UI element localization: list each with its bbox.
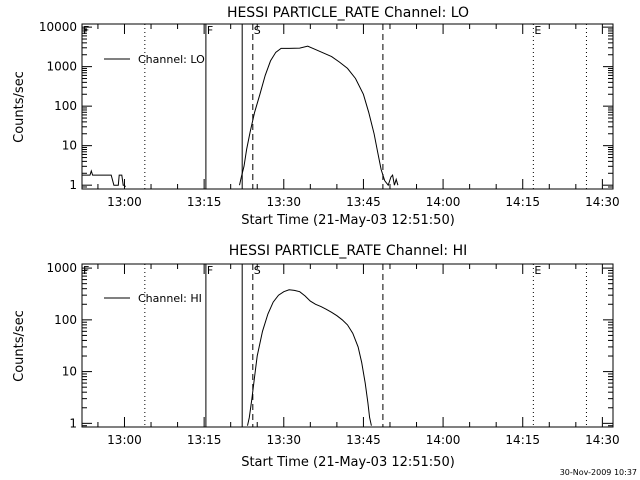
series-line <box>247 289 372 426</box>
y-tick-label: 10 <box>62 365 77 379</box>
event-marker-label: S <box>254 24 261 37</box>
x-tick-label: 13:15 <box>187 195 222 209</box>
y-axis-label: Counts/sec <box>12 310 27 382</box>
x-tick-label: 13:45 <box>346 195 381 209</box>
series-line <box>82 169 126 188</box>
x-tick-label: 13:00 <box>107 433 142 447</box>
event-marker-label: E <box>534 24 541 37</box>
series-line <box>239 45 399 187</box>
legend: Channel: HI <box>104 292 202 305</box>
x-axis-label: Start Time (21-May-03 12:51:50) <box>241 455 455 470</box>
lo-channel-panel: HESSI PARTICLE_RATE Channel: LO Start Ti… <box>12 5 620 228</box>
event-marker-label: F <box>207 264 213 277</box>
x-tick-label: 13:30 <box>266 433 301 447</box>
y-tick-label: 1 <box>69 416 77 430</box>
x-tick-label: 14:00 <box>426 195 461 209</box>
legend-entry-label: Channel: HI <box>138 292 202 305</box>
y-tick-label: 100 <box>54 313 77 327</box>
x-tick-label: 13:15 <box>187 433 222 447</box>
y-tick-label: 100 <box>54 99 77 113</box>
legend: Channel: LO <box>104 53 205 66</box>
x-tick-label: 14:15 <box>505 195 540 209</box>
x-tick-label: 14:30 <box>585 195 620 209</box>
event-marker-label: F <box>207 24 213 37</box>
hi-channel-panel: HESSI PARTICLE_RATE Channel: HI Start Ti… <box>12 243 620 470</box>
y-tick-label: 1 <box>69 178 77 192</box>
x-tick-label: 14:00 <box>426 433 461 447</box>
x-tick-label: 14:15 <box>505 433 540 447</box>
y-tick-label: 10000 <box>39 20 77 34</box>
x-tick-label: 14:30 <box>585 433 620 447</box>
chart-title: HESSI PARTICLE_RATE Channel: LO <box>227 5 469 21</box>
x-tick-label: 13:30 <box>266 195 301 209</box>
y-tick-label: 1000 <box>46 60 77 74</box>
generation-timestamp: 30-Nov-2009 10:37 <box>560 468 637 477</box>
y-tick-label: 10 <box>62 139 77 153</box>
event-marker-label: E <box>534 264 541 277</box>
chart-title: HESSI PARTICLE_RATE Channel: HI <box>229 243 467 259</box>
x-tick-label: 13:45 <box>346 433 381 447</box>
x-tick-label: 13:00 <box>107 195 142 209</box>
y-axis-label: Counts/sec <box>12 71 27 143</box>
legend-entry-label: Channel: LO <box>138 53 205 66</box>
y-tick-label: 1000 <box>46 261 77 275</box>
event-marker-label: S <box>254 264 261 277</box>
x-axis-label: Start Time (21-May-03 12:51:50) <box>241 213 455 228</box>
